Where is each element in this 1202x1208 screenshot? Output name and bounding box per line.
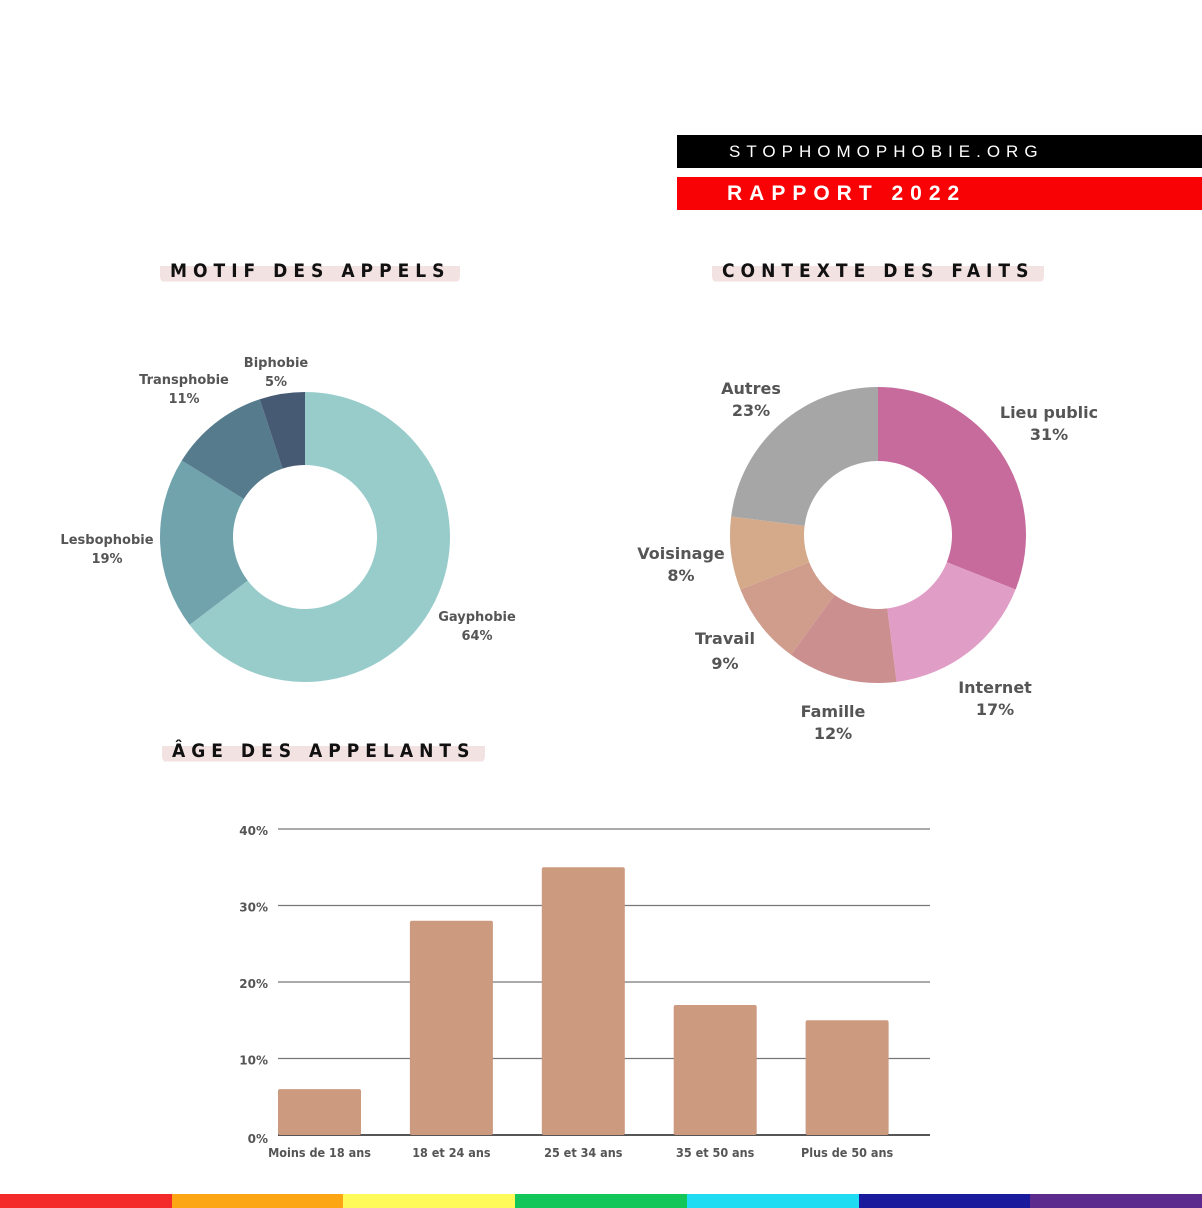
rainbow-stripe [0,1194,1202,1208]
bar-4 [805,1020,889,1135]
contexte-label-1-label: Internet [958,678,1032,697]
rainbow-segment [858,1194,1031,1208]
contexte-label-4-value: 8% [667,566,695,585]
motif-label-1-value: 19% [91,552,123,567]
contexte-label-5: Autres 23% [721,378,781,422]
x-tick-label: 25 et 34 ans [544,1145,623,1160]
x-tick-label: Moins de 18 ans [268,1145,371,1160]
rainbow-segment [0,1194,172,1208]
y-tick-label: 30% [239,901,268,915]
contexte-label-2-label: Famille [800,702,866,721]
motif-label-1: Lesbophobie 19% [60,531,153,569]
contexte-label-2-value: 12% [813,724,853,743]
donut2-slice-internet [887,562,1016,682]
motif-label-3-value: 5% [264,375,288,390]
donut2-slice-travail [740,562,835,655]
contexte-label-1: Internet 17% [958,677,1032,721]
contexte-label-4: Voisinage 8% [637,543,724,587]
x-tick-label: Plus de 50 ans [801,1145,893,1160]
x-tick-label: 18 et 24 ans [412,1145,491,1160]
rainbow-segment [515,1194,687,1208]
section-title-motif: MOTIF DES APPELS [160,258,461,284]
y-tick-label: 20% [239,977,268,991]
motif-label-0-label: Gayphobie [438,610,516,625]
report-banner: RAPPORT 2022 [677,177,1202,210]
rainbow-segment [343,1194,516,1208]
bar-2 [541,867,625,1135]
site-banner: STOPHOMOPHOBIE.ORG [677,135,1202,168]
donut1-slice-gayphobie [189,392,450,683]
contexte-label-3: Travail 9% [695,628,755,675]
bar-0 [278,1089,361,1135]
contexte-label-0-label: Lieu public [999,403,1099,422]
motif-label-3-label: Biphobie [243,356,309,371]
donut2-slice-voisinage [730,516,810,590]
y-tick-label: 40% [239,824,268,838]
contexte-label-0: Lieu public 31% [1000,402,1098,446]
bar-3 [673,1004,757,1135]
contexte-label-1-value: 17% [975,700,1015,719]
donut1-slice-lesbophobie [159,460,248,625]
contexte-label-3-value: 9% [711,654,739,673]
bar-1 [409,920,493,1135]
motif-label-2: Transphobie 11% [139,371,229,409]
contexte-label-2: Famille 12% [801,701,866,745]
motif-label-2-value: 11% [168,392,200,407]
contexte-label-4-label: Voisinage [637,544,725,563]
section-title-contexte: CONTEXTE DES FAITS [712,258,1045,284]
contexte-label-0-value: 31% [1029,425,1069,444]
motif-label-0-value: 64% [461,629,493,644]
donut1-slice-transphobie [181,399,283,500]
rainbow-segment [1030,1194,1202,1208]
donut2-slice-famille [791,594,897,683]
y-tick-label: 0% [248,1132,268,1146]
y-tick-label: 10% [239,1054,268,1068]
rainbow-segment [686,1194,859,1208]
motif-label-3: Biphobie 5% [244,354,308,392]
x-tick-label: 35 et 50 ans [676,1145,755,1160]
section-title-age: ÂGE DES APPELANTS [162,738,486,764]
motif-label-0: Gayphobie 64% [438,608,516,646]
contexte-label-5-value: 23% [731,401,771,420]
donut2-slice-autres [731,387,878,526]
donut2-slice-lieu-public [878,387,1026,590]
donut1-slice-biphobie [259,392,305,469]
contexte-label-3-label: Travail [694,629,756,648]
motif-label-1-label: Lesbophobie [60,533,154,548]
contexte-label-5-label: Autres [721,379,781,398]
rainbow-segment [171,1194,344,1208]
motif-label-2-label: Transphobie [139,373,229,388]
